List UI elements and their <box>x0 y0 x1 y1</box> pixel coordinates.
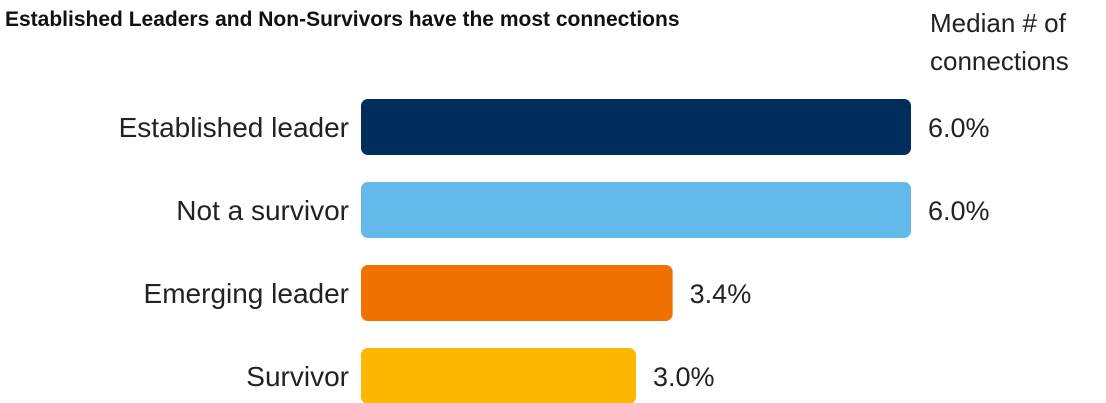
bar-emerging-leader <box>361 265 673 321</box>
category-label-established-leader: Established leader <box>119 112 349 143</box>
category-label-not-a-survivor: Not a survivor <box>176 195 349 226</box>
value-label-emerging-leader: 3.4% <box>690 279 752 309</box>
category-label-emerging-leader: Emerging leader <box>144 278 349 309</box>
category-label-survivor: Survivor <box>246 361 349 392</box>
value-label-survivor: 3.0% <box>653 362 715 392</box>
value-label-not-a-survivor: 6.0% <box>928 196 990 226</box>
bar-not-a-survivor <box>361 182 911 238</box>
value-label-established-leader: 6.0% <box>928 113 990 143</box>
bar-survivor <box>361 348 636 403</box>
chart-title: Established Leaders and Non-Survivors ha… <box>5 8 680 31</box>
value-column-header: Median # of connections <box>930 8 1069 76</box>
bar-established-leader <box>361 99 911 155</box>
